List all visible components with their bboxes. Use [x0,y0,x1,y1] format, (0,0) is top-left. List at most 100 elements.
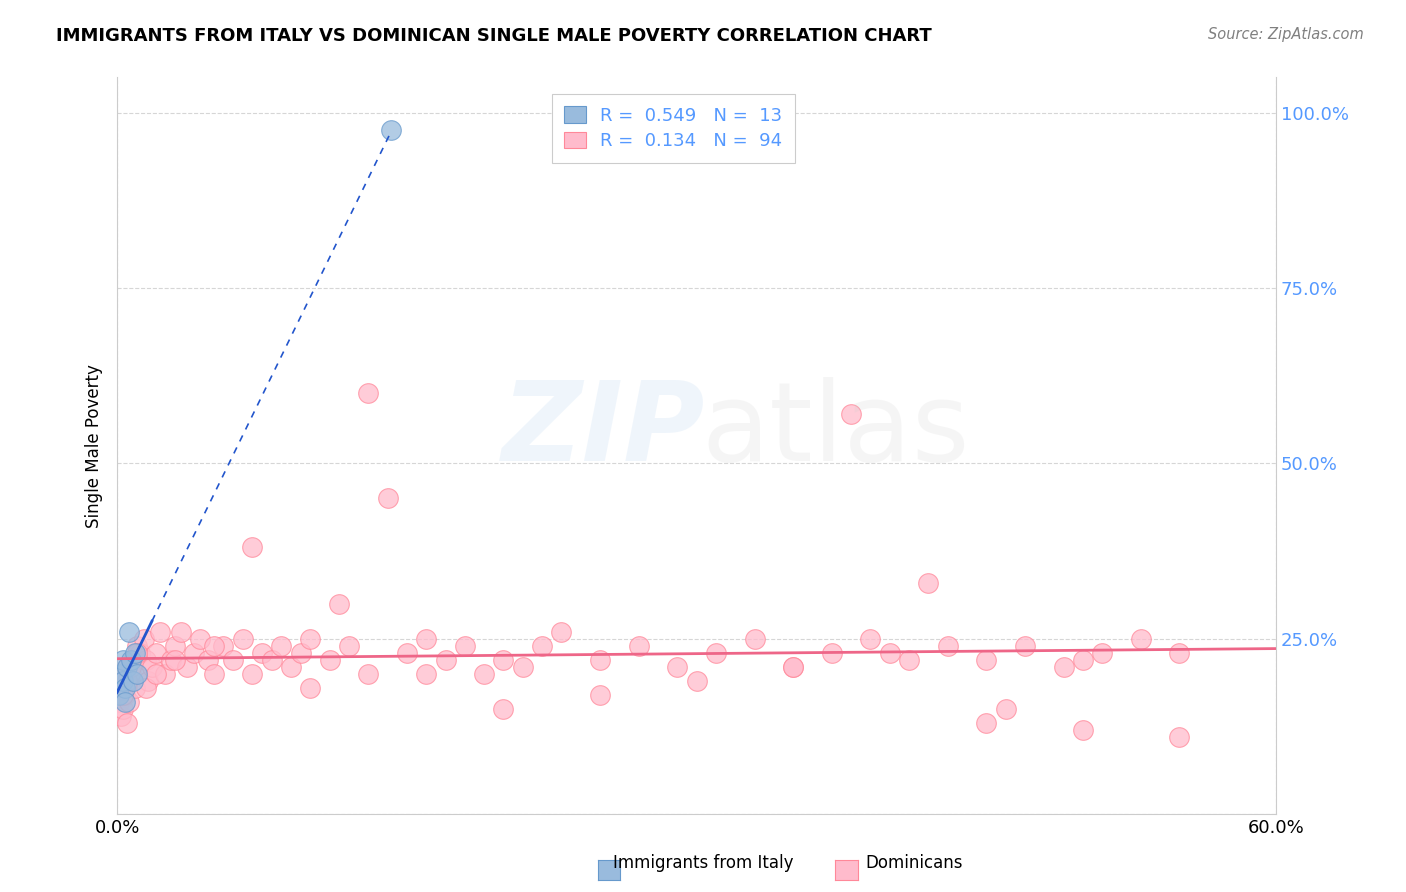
Point [917,575,939,590]
Point [492,653,515,667]
Point [118,695,141,709]
Point [839,407,862,421]
Point [110,708,132,723]
Point [666,659,689,673]
Point [111,653,134,667]
Point [337,639,360,653]
Point [550,624,572,639]
Point [120,653,142,667]
Point [110,666,132,681]
Point [202,666,225,681]
Point [492,702,515,716]
Point [357,386,380,401]
Point [136,673,159,688]
Point [936,639,959,653]
Point [115,715,138,730]
Point [280,659,302,673]
Point [250,646,273,660]
Point [155,666,177,681]
Point [129,646,152,660]
Point [135,653,157,667]
Point [1052,659,1074,673]
Point [121,653,143,667]
Point [110,681,132,695]
Point [149,624,172,639]
Point [108,688,131,702]
Point [472,666,495,681]
Point [270,639,292,653]
Point [145,646,167,660]
Point [879,646,901,660]
Point [124,681,146,695]
Point [115,659,138,673]
Point [118,624,141,639]
Text: Dominicans: Dominicans [865,855,963,872]
Point [744,632,766,646]
Point [242,666,264,681]
Point [380,123,402,137]
Point [589,653,612,667]
Point [170,624,193,639]
Point [111,702,134,716]
Point [415,632,437,646]
Point [859,632,882,646]
Point [1071,653,1094,667]
Point [183,646,205,660]
Point [415,666,437,681]
Point [141,659,163,673]
Point [974,715,997,730]
Point [328,597,350,611]
Point [202,639,225,653]
Y-axis label: Single Male Poverty: Single Male Poverty [86,364,103,528]
Point [160,653,183,667]
Point [232,632,254,646]
Point [125,666,148,681]
Point [111,673,134,688]
Point [434,653,457,667]
Point [127,666,149,681]
Point [357,666,380,681]
Point [395,646,418,660]
Point [299,681,322,695]
Point [120,659,142,673]
Point [111,688,134,702]
Point [176,659,198,673]
Legend: R =  0.549   N =  13, R =  0.134   N =  94: R = 0.549 N = 13, R = 0.134 N = 94 [551,94,796,163]
Point [212,639,235,653]
Point [197,653,219,667]
Point [114,688,136,702]
Text: Source: ZipAtlas.com: Source: ZipAtlas.com [1208,27,1364,42]
Point [704,646,727,660]
Point [782,659,804,673]
Point [111,673,134,688]
Point [377,491,399,506]
Point [1168,730,1191,744]
Point [115,673,138,688]
Point [1071,723,1094,737]
Point [821,646,844,660]
Point [685,673,707,688]
Point [165,653,187,667]
Point [121,673,143,688]
Point [454,639,477,653]
Point [589,688,612,702]
Point [135,681,157,695]
Point [134,632,156,646]
Point [115,659,138,673]
Point [1168,646,1191,660]
Text: IMMIGRANTS FROM ITALY VS DOMINICAN SINGLE MALE POVERTY CORRELATION CHART: IMMIGRANTS FROM ITALY VS DOMINICAN SINGL… [56,27,932,45]
Point [145,666,167,681]
Point [120,666,142,681]
Point [1014,639,1036,653]
Point [108,695,131,709]
Point [260,653,283,667]
Point [242,541,264,555]
Point [627,639,650,653]
Text: ZIP: ZIP [502,377,706,484]
Point [1091,646,1114,660]
Point [994,702,1017,716]
Point [114,695,136,709]
Point [318,653,340,667]
Point [125,646,148,660]
Point [290,646,312,660]
